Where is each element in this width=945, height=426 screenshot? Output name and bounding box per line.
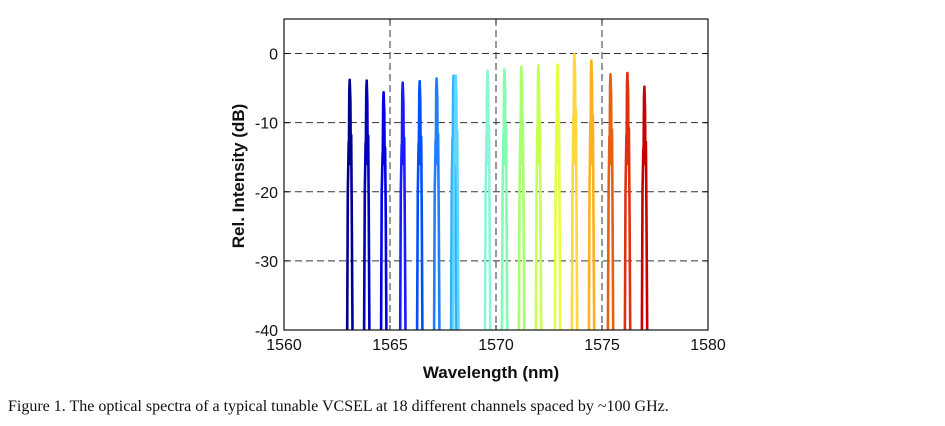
spectrum-channel-8	[451, 74, 460, 331]
x-tick-label: 1580	[690, 337, 726, 354]
spectra-series	[345, 52, 649, 331]
spectrum-channel-6	[432, 77, 441, 331]
x-axis-label: Wavelength (nm)	[423, 363, 559, 382]
spectrum-channel-4	[398, 81, 407, 331]
spectrum-channel-12	[534, 64, 543, 331]
spectrum-channel-16	[606, 73, 615, 331]
y-tick-label: -10	[255, 116, 278, 133]
spectrum-channel-9	[483, 69, 492, 331]
spectrum-channel-13	[553, 63, 562, 331]
axes	[283, 18, 709, 331]
x-tick-label: 1565	[372, 337, 408, 354]
tick-labels: 1560 1565 1570 1575 1580 0 -10 -20 -30 -40	[255, 47, 726, 354]
spectrum-channel-18	[640, 85, 649, 331]
y-tick-label: -30	[255, 254, 278, 271]
spectrum-channel-10	[500, 68, 509, 331]
x-tick-label: 1575	[584, 337, 620, 354]
grid	[284, 19, 708, 330]
y-tick-label: -20	[255, 185, 278, 202]
figure-caption: Figure 1. The optical spectra of a typic…	[8, 398, 669, 415]
spectrum-channel-2	[362, 79, 371, 331]
spectrum-channel-3	[379, 91, 388, 331]
spectrum-channel-17	[623, 71, 632, 331]
y-axis-label: Rel. Intensity (dB)	[229, 104, 248, 249]
x-tick-label: 1570	[478, 337, 514, 354]
spectrum-channel-1	[345, 78, 354, 331]
spectrum-channel-5	[415, 79, 424, 331]
y-tick-label: 0	[269, 47, 278, 64]
spectrum-channel-15	[587, 59, 596, 331]
x-tick-label: 1560	[266, 337, 302, 354]
spectrum-channel-14	[570, 52, 579, 331]
y-tick-label: -40	[255, 323, 278, 340]
spectra-chart: 1560 1565 1570 1575 1580 0 -10 -20 -30 -40 Wavele…	[229, 18, 726, 382]
spectrum-channel-11	[517, 65, 526, 331]
